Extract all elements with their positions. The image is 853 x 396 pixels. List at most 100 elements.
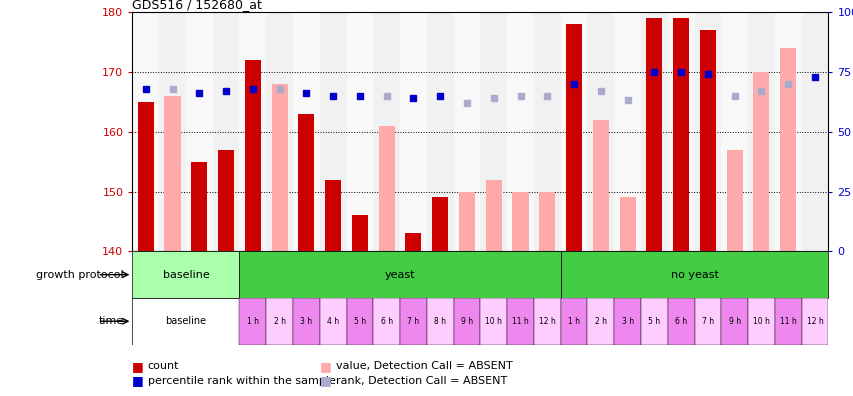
Bar bbox=[672, 18, 688, 251]
Bar bbox=[293, 12, 319, 251]
Text: growth protocol: growth protocol bbox=[36, 270, 124, 280]
Text: rank, Detection Call = ABSENT: rank, Detection Call = ABSENT bbox=[335, 376, 507, 386]
Text: baseline: baseline bbox=[162, 270, 209, 280]
Bar bbox=[512, 192, 528, 251]
Bar bbox=[641, 12, 667, 251]
Text: 7 h: 7 h bbox=[407, 317, 419, 326]
Bar bbox=[507, 298, 533, 345]
Bar bbox=[646, 18, 662, 251]
Bar bbox=[587, 298, 613, 345]
Bar bbox=[239, 298, 266, 345]
Text: 1 h: 1 h bbox=[247, 317, 258, 326]
Bar bbox=[186, 12, 212, 251]
Bar bbox=[378, 126, 394, 251]
Bar bbox=[533, 12, 560, 251]
Bar bbox=[752, 72, 769, 251]
Text: 3 h: 3 h bbox=[621, 317, 633, 326]
Bar bbox=[560, 251, 827, 298]
Text: count: count bbox=[148, 361, 179, 371]
Text: 11 h: 11 h bbox=[779, 317, 796, 326]
Bar bbox=[721, 298, 747, 345]
Bar bbox=[453, 12, 480, 251]
Bar bbox=[693, 298, 721, 345]
Bar bbox=[132, 251, 239, 298]
Text: ■: ■ bbox=[320, 360, 332, 373]
Text: ■: ■ bbox=[132, 375, 144, 387]
Bar bbox=[399, 298, 426, 345]
Text: 1 h: 1 h bbox=[567, 317, 579, 326]
Bar bbox=[453, 298, 479, 345]
Bar bbox=[619, 198, 635, 251]
Bar bbox=[507, 12, 533, 251]
Text: 9 h: 9 h bbox=[728, 317, 740, 326]
Bar bbox=[747, 298, 774, 345]
Bar bbox=[293, 298, 319, 345]
Bar bbox=[774, 298, 801, 345]
Bar bbox=[373, 12, 399, 251]
Bar bbox=[132, 298, 239, 345]
Bar bbox=[132, 12, 159, 251]
Text: 7 h: 7 h bbox=[701, 317, 713, 326]
Bar bbox=[351, 215, 368, 251]
Bar bbox=[346, 12, 373, 251]
Text: percentile rank within the sample: percentile rank within the sample bbox=[148, 376, 335, 386]
Bar bbox=[560, 12, 587, 251]
Bar bbox=[693, 12, 721, 251]
Bar bbox=[613, 298, 641, 345]
Text: 8 h: 8 h bbox=[433, 317, 446, 326]
Bar bbox=[613, 12, 641, 251]
Bar bbox=[239, 251, 560, 298]
Bar bbox=[667, 298, 693, 345]
Bar bbox=[319, 12, 346, 251]
Bar bbox=[726, 150, 742, 251]
Text: ■: ■ bbox=[132, 360, 144, 373]
Bar bbox=[560, 298, 587, 345]
Bar bbox=[641, 298, 667, 345]
Bar bbox=[699, 30, 715, 251]
Text: 4 h: 4 h bbox=[327, 317, 339, 326]
Bar bbox=[159, 12, 186, 251]
Bar bbox=[373, 298, 399, 345]
Bar bbox=[592, 120, 608, 251]
Text: GDS516 / 152680_at: GDS516 / 152680_at bbox=[132, 0, 262, 11]
Text: 6 h: 6 h bbox=[674, 317, 687, 326]
Text: yeast: yeast bbox=[385, 270, 415, 280]
Text: ■: ■ bbox=[320, 375, 332, 387]
Text: 12 h: 12 h bbox=[538, 317, 555, 326]
Bar bbox=[319, 298, 346, 345]
Bar bbox=[266, 12, 293, 251]
Text: 2 h: 2 h bbox=[595, 317, 606, 326]
Bar bbox=[587, 12, 613, 251]
Text: time: time bbox=[98, 316, 124, 326]
Bar bbox=[533, 298, 560, 345]
Text: 5 h: 5 h bbox=[353, 317, 366, 326]
Bar bbox=[405, 233, 421, 251]
Text: value, Detection Call = ABSENT: value, Detection Call = ABSENT bbox=[335, 361, 512, 371]
Text: 10 h: 10 h bbox=[485, 317, 502, 326]
Bar bbox=[245, 60, 260, 251]
Text: 5 h: 5 h bbox=[647, 317, 659, 326]
Bar bbox=[426, 298, 453, 345]
Bar bbox=[480, 12, 507, 251]
Bar bbox=[212, 12, 239, 251]
Text: 10 h: 10 h bbox=[752, 317, 769, 326]
Bar bbox=[191, 162, 207, 251]
Bar bbox=[485, 179, 502, 251]
Text: no yeast: no yeast bbox=[670, 270, 717, 280]
Bar bbox=[780, 48, 795, 251]
Bar bbox=[399, 12, 426, 251]
Text: 9 h: 9 h bbox=[461, 317, 473, 326]
Text: 6 h: 6 h bbox=[380, 317, 392, 326]
Bar bbox=[479, 298, 507, 345]
Bar bbox=[271, 84, 287, 251]
Bar bbox=[667, 12, 693, 251]
Bar bbox=[137, 102, 154, 251]
Bar bbox=[801, 298, 827, 345]
Bar bbox=[801, 12, 827, 251]
Bar bbox=[747, 12, 774, 251]
Bar bbox=[458, 192, 474, 251]
Bar bbox=[266, 298, 293, 345]
Text: baseline: baseline bbox=[165, 316, 206, 326]
Bar bbox=[346, 298, 373, 345]
Bar bbox=[566, 24, 582, 251]
